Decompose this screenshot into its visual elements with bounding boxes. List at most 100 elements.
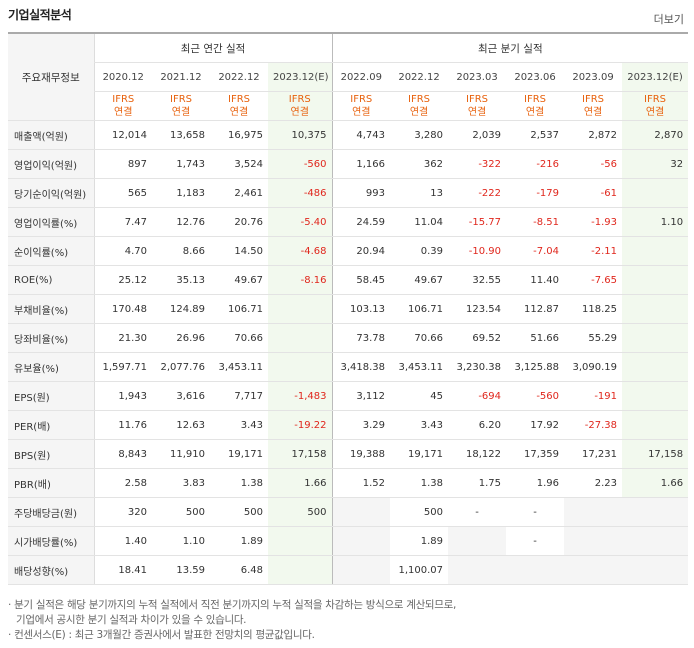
table-row: 당기순이익(억원) 565 1,183 2,461 -486 993 13 -222 -179-…	[8, 178, 689, 208]
table-cell: 106.71	[210, 294, 268, 324]
basis-header: IFRS 연결	[331, 91, 391, 121]
table-cell: 25.12	[93, 265, 152, 295]
table-cell: 3,230.38	[448, 352, 507, 382]
table-cell: 1.38	[210, 468, 268, 498]
table-cell: 3.29	[331, 410, 391, 440]
basis-header: IFRS 연결	[448, 91, 507, 121]
table-row: 유보율(%) 1,597.71 2,077.76 3,453.11 3,418.38 3,…	[8, 352, 689, 382]
table-cell	[622, 497, 689, 527]
table-row: EPS(원) 1,943 3,616 7,717 -1,483 3,112 45 -694 -5…	[8, 381, 689, 411]
table-cell: -	[448, 497, 507, 527]
table-cell: 3.43	[390, 410, 449, 440]
table-cell: 13.59	[152, 555, 210, 585]
table-cell: 1,943	[93, 381, 152, 411]
table-cell: 565	[93, 178, 152, 208]
table-cell: 2,537	[506, 120, 565, 150]
basis-top: IFRS	[228, 94, 250, 105]
table-cell: 3,280	[390, 120, 449, 150]
table-cell: 14.50	[210, 236, 268, 266]
table-cell: 123.54	[448, 294, 507, 324]
table-row: PBR(배) 2.58 3.83 1.38 1.66 1.52 1.38 1.75 1.96 2.…	[8, 468, 689, 498]
row-label: 영업이익률(%)	[8, 207, 94, 237]
period-header: 2023.12(E)	[268, 62, 333, 92]
table-cell: 49.67	[210, 265, 268, 295]
table-cell: 124.89	[152, 294, 210, 324]
table-cell	[506, 555, 565, 585]
table-cell: -19.22	[268, 410, 333, 440]
table-cell: -	[506, 497, 565, 527]
period-header: 2022.09	[331, 62, 391, 92]
table-cell: 11.40	[506, 265, 565, 295]
table-cell: -8.16	[268, 265, 333, 295]
table-cell: 17,359	[506, 439, 565, 469]
table-cell	[622, 265, 689, 295]
basis-header: IFRS 연결	[268, 91, 333, 121]
table-cell	[622, 236, 689, 266]
table-cell: -7.65	[564, 265, 623, 295]
table-cell: 3.83	[152, 468, 210, 498]
row-label: PBR(배)	[8, 468, 94, 498]
basis-bottom: 연결	[645, 107, 665, 118]
table-cell: 362	[390, 149, 449, 179]
basis-header: IFRS 연결	[506, 91, 565, 121]
table-cell: 1.10	[622, 207, 689, 237]
table-cell: -1,483	[268, 381, 333, 411]
period-header: 2022.12	[390, 62, 449, 92]
financial-table: 주요재무정보 최근 연간 실적 최근 분기 실적 2020.12 2021.12 2…	[8, 32, 689, 585]
table-cell: 1.10	[152, 526, 210, 556]
basis-header: IFRS 연결	[564, 91, 623, 121]
table-row: ROE(%) 25.12 35.13 49.67 -8.16 58.45 49.67 32.5…	[8, 265, 689, 295]
row-label: 당기순이익(억원)	[8, 178, 94, 208]
table-cell: 1.96	[506, 468, 565, 498]
basis-bottom: 연결	[583, 107, 603, 118]
table-cell: 45	[390, 381, 449, 411]
basis-top: IFRS	[288, 94, 311, 105]
table-cell: 49.67	[390, 265, 449, 295]
basis-bottom: 연결	[229, 107, 249, 118]
table-cell: 19,171	[210, 439, 268, 469]
table-cell	[622, 352, 689, 382]
basis-header: IFRS 연결	[210, 91, 268, 121]
table-cell: 69.52	[448, 323, 507, 353]
table-cell: -1.93	[564, 207, 623, 237]
basis-header: IFRS 연결	[152, 91, 210, 121]
table-cell: 3.43	[210, 410, 268, 440]
table-cell: 500	[152, 497, 210, 527]
table-cell: 20.76	[210, 207, 268, 237]
table-cell: 51.66	[506, 323, 565, 353]
basis-bottom: 연결	[525, 107, 545, 118]
period-header-row: 2020.12 2021.12 2022.12 2023.12(E) 2022.09 20…	[8, 62, 689, 92]
annual-group-header: 최근 연간 실적	[93, 33, 333, 63]
section-title: 기업실적분석	[8, 8, 72, 22]
table-cell: 2,461	[210, 178, 268, 208]
row-label: 당좌비율(%)	[8, 323, 94, 353]
row-label: 부채비율(%)	[8, 294, 94, 324]
table-cell: 1,100.07	[390, 555, 449, 585]
table-cell: 10,375	[268, 120, 333, 150]
table-cell: 2.23	[564, 468, 623, 498]
table-cell: -694	[448, 381, 507, 411]
table-row: 당좌비율(%) 21.30 26.96 70.66 73.78 70.66 69.52 51.…	[8, 323, 689, 353]
period-header: 2023.09	[564, 62, 623, 92]
table-cell: 6.48	[210, 555, 268, 585]
table-cell: 13,658	[152, 120, 210, 150]
quarter-group-header: 최근 분기 실적	[331, 33, 689, 63]
table-cell: 73.78	[331, 323, 391, 353]
table-cell: 18,122	[448, 439, 507, 469]
more-link[interactable]: 더보기	[653, 13, 684, 26]
basis-header: IFRS 연결	[390, 91, 449, 121]
table-cell: 1,183	[152, 178, 210, 208]
table-cell: 3,125.88	[506, 352, 565, 382]
table-cell: 320	[93, 497, 152, 527]
basis-header: IFRS 연결	[622, 91, 689, 121]
table-cell	[622, 555, 689, 585]
table-cell: -7.04	[506, 236, 565, 266]
table-cell: 2,870	[622, 120, 689, 150]
table-cell: -216	[506, 149, 565, 179]
basis-bottom: 연결	[171, 107, 191, 118]
table-cell: 2,039	[448, 120, 507, 150]
table-cell: 17.92	[506, 410, 565, 440]
table-row: PER(배) 11.76 12.63 3.43 -19.22 3.29 3.43 6.20 17…	[8, 410, 689, 440]
table-cell	[564, 497, 623, 527]
table-cell: -5.40	[268, 207, 333, 237]
